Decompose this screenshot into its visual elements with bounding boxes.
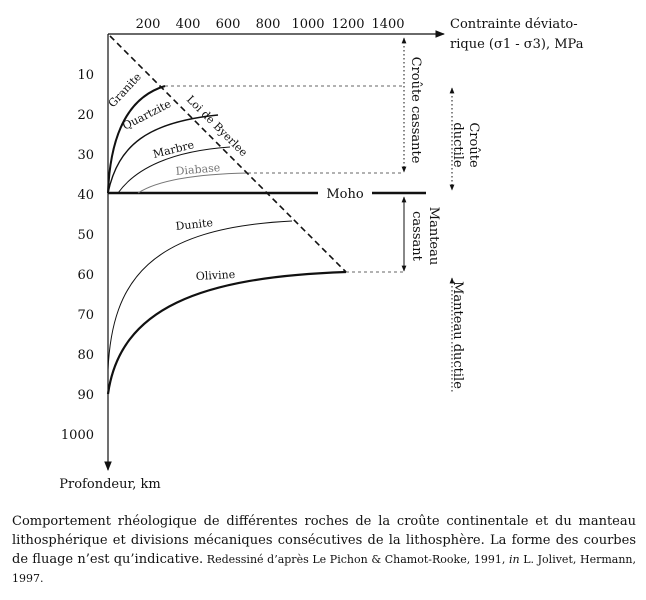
- y-tick-label: 80: [77, 348, 94, 363]
- x-tick-label: 200: [136, 17, 161, 32]
- x-tick-label: 400: [176, 17, 201, 32]
- diabase-curve: [137, 172, 249, 194]
- olivine-label: Olivine: [195, 268, 235, 283]
- x-tick-label: 800: [256, 17, 281, 32]
- croute-cassante-label: Croûte cassante: [408, 57, 423, 164]
- x-tick-label: 1000: [291, 17, 324, 32]
- y-tick-label: 60: [77, 268, 94, 283]
- x-axis-title-line2: rique (σ1 - σ3), MPa: [450, 37, 584, 52]
- croute-ductile-label-line2: ductile: [450, 122, 465, 168]
- marbre-curve: [117, 146, 231, 194]
- dunite-curve: [107, 220, 293, 371]
- y-tick-label: 30: [77, 148, 94, 163]
- rheology-diagram: 200 400 600 800 1000 1200 1400 Contraint…: [59, 17, 584, 492]
- granite-label: Granite: [106, 70, 144, 110]
- granite-curve: [107, 85, 166, 194]
- y-tick-label: 20: [77, 108, 94, 123]
- dunite-label: Dunite: [175, 216, 214, 233]
- y-tick-labels: 10 20 30 40 50 60 70 80 90 1000: [61, 68, 94, 443]
- figure-caption: Comportement rhéologique de différentes …: [12, 512, 636, 588]
- y-tick-label: 10: [77, 68, 94, 83]
- y-tick-label: 1000: [61, 428, 94, 443]
- manteau-cassant-label-line2: cassant: [409, 211, 424, 261]
- y-axis-title: Profondeur, km: [59, 477, 160, 492]
- x-axis-title-line1: Contrainte déviato-: [450, 17, 578, 32]
- quartzite-curve: [107, 114, 219, 194]
- x-tick-label: 1200: [331, 17, 364, 32]
- y-tick-label: 70: [77, 308, 94, 323]
- manteau-ductile-label: Manteau ductile: [450, 281, 465, 389]
- caption-credit-a: Redessiné d’après Le Pichon & Chamot-Roo…: [203, 553, 509, 566]
- diabase-label: Diabase: [175, 161, 221, 178]
- marbre-label: Marbre: [152, 138, 196, 161]
- manteau-cassant-label-line1: Manteau: [426, 207, 441, 265]
- caption-credit-b: L. Jolivet, Hermann, 1997.: [12, 553, 637, 585]
- x-tick-labels: 200 400 600 800 1000 1200 1400: [136, 17, 405, 32]
- y-tick-label: 40: [77, 188, 94, 203]
- y-tick-label: 50: [77, 228, 94, 243]
- croute-ductile-label-line1: Croûte: [466, 122, 481, 168]
- x-tick-label: 1400: [371, 17, 404, 32]
- moho-label: Moho: [326, 187, 364, 202]
- caption-credit-in: in: [508, 553, 520, 566]
- olivine-curve: [106, 270, 347, 395]
- y-tick-label: 90: [77, 388, 94, 403]
- byerlee-line: [109, 35, 347, 273]
- caption-main: Comportement rhéologique de différentes …: [12, 514, 636, 567]
- x-tick-label: 600: [216, 17, 241, 32]
